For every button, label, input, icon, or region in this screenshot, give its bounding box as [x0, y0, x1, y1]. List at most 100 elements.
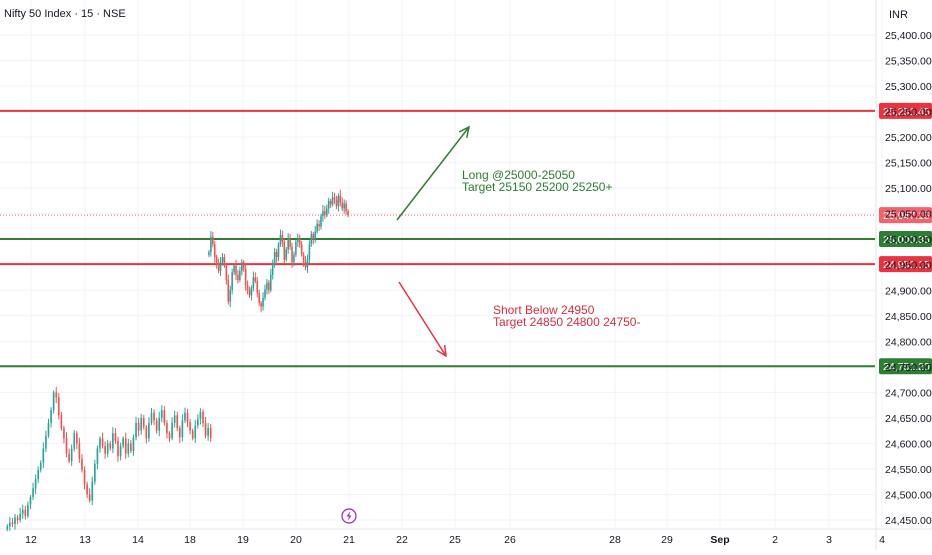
candle-body	[260, 303, 262, 307]
candle-body	[145, 427, 148, 439]
short-arrow	[398, 281, 447, 357]
candle-body	[37, 469, 40, 480]
y-tick-label: 24,550.00	[885, 464, 932, 476]
candle-body	[252, 277, 255, 288]
candle-body	[122, 438, 124, 446]
x-tick-label: 13	[79, 534, 91, 546]
candle-body	[235, 265, 237, 275]
y-tick-label: 25,050.00	[885, 209, 932, 221]
candle-body	[160, 410, 163, 418]
time-axis[interactable]: 12 13 14 18 19 20 21 22 25 26 28 29 Sep 2 3 4	[25, 534, 885, 546]
x-tick-label: 20	[290, 534, 302, 546]
y-tick-label: 24,500.00	[885, 489, 932, 501]
long-arrow	[396, 126, 470, 221]
candle-body	[325, 208, 328, 215]
candle-body	[163, 410, 166, 423]
candle-body	[45, 435, 47, 449]
candle-body	[112, 433, 114, 449]
candle-body	[70, 448, 73, 462]
candle-body	[283, 241, 286, 260]
candle-body	[73, 433, 76, 449]
candle-body	[281, 235, 284, 242]
event-marker[interactable]	[341, 508, 357, 524]
price-tag-label: 25,000.35	[883, 234, 930, 246]
y-tick-label: 24,600.00	[885, 438, 932, 450]
candle-body	[194, 425, 197, 439]
y-tick-label: 24,750.00	[885, 362, 932, 374]
candle-body	[327, 200, 330, 209]
price-tag-label: 25,047.15	[883, 210, 930, 222]
x-tick-label: 19	[237, 534, 249, 546]
candle-body	[302, 254, 305, 263]
candle-body	[297, 239, 299, 242]
x-tick-label: 2	[772, 534, 778, 546]
candle-body	[178, 428, 181, 438]
candle-body	[329, 200, 332, 205]
candle-body	[63, 428, 65, 439]
candle-body	[55, 392, 58, 398]
candle-body	[137, 423, 140, 431]
candle-body	[295, 241, 297, 255]
long-arrow-head	[458, 125, 471, 138]
candle-body	[262, 297, 264, 307]
candle-body	[331, 197, 334, 205]
x-tick-label: 29	[661, 534, 673, 546]
candle-body	[191, 430, 194, 439]
price-axis[interactable]: 25,400.0025,350.0025,300.0025,250.0025,2…	[885, 30, 932, 527]
x-tick-label: Sep	[710, 534, 729, 546]
candle-body	[21, 509, 24, 514]
candle-body	[209, 428, 212, 439]
x-tick-label: 21	[343, 534, 355, 546]
y-tick-label: 24,650.00	[885, 413, 932, 425]
candle-body	[210, 236, 212, 252]
candle-body	[6, 526, 9, 530]
horizontal-levels[interactable]: 25,251.45 25,047.15 25,000.35 24,951.15 24,7…	[0, 102, 932, 375]
candle-body	[135, 423, 137, 438]
y-tick-label: 25,100.00	[885, 183, 932, 195]
y-tick-label: 25,200.00	[885, 132, 932, 144]
candle-body	[78, 443, 81, 459]
candle-body	[19, 513, 21, 520]
candle-body	[176, 415, 179, 429]
candle-body	[264, 289, 266, 298]
candle-body	[199, 411, 202, 419]
trend-arrows[interactable]	[396, 125, 471, 358]
x-tick-label: 14	[132, 534, 144, 546]
candle-body	[83, 469, 86, 485]
candle-body	[285, 249, 288, 260]
x-tick-label: 18	[184, 534, 196, 546]
x-tick-label: 3	[826, 534, 832, 546]
lightning-bolt	[346, 511, 352, 521]
candle-body	[279, 235, 282, 245]
candle-body	[322, 211, 324, 217]
candle-body	[65, 438, 68, 454]
candle-body	[27, 504, 29, 516]
candle-body	[99, 438, 101, 449]
symbol-title[interactable]: Nifty 50 Index · 15 · NSE	[4, 8, 126, 20]
candle-body	[237, 274, 239, 281]
candle-body	[273, 251, 276, 265]
candle-body	[29, 497, 32, 505]
candle-body	[219, 262, 222, 271]
candle-body	[208, 251, 210, 256]
price-tag	[879, 256, 932, 273]
candle-body	[171, 423, 173, 439]
candle-body	[119, 445, 122, 457]
candle-body	[75, 433, 78, 444]
candle-body	[39, 462, 42, 470]
y-tick-label: 25,300.00	[885, 81, 932, 93]
y-tick-label: 24,800.00	[885, 336, 932, 348]
candle-body	[308, 244, 311, 260]
candle-body	[189, 421, 191, 431]
candle-body	[14, 517, 16, 525]
price-tag	[879, 207, 932, 224]
candle-body	[343, 203, 345, 209]
candle-body	[347, 211, 349, 216]
candle-body	[258, 292, 260, 304]
short-annotation-text: Target 24850 24800 24750-	[493, 315, 640, 329]
candle-body	[217, 264, 220, 271]
candle-body	[266, 282, 268, 290]
